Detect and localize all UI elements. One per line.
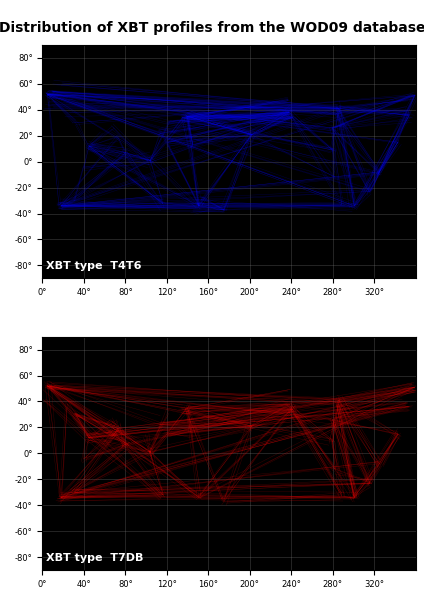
Text: XBT type  T4T6: XBT type T4T6: [46, 262, 142, 271]
Text: XBT type  T7DB: XBT type T7DB: [46, 553, 143, 563]
Text: Distribution of XBT profiles from the WOD09 database: Distribution of XBT profiles from the WO…: [0, 21, 424, 35]
